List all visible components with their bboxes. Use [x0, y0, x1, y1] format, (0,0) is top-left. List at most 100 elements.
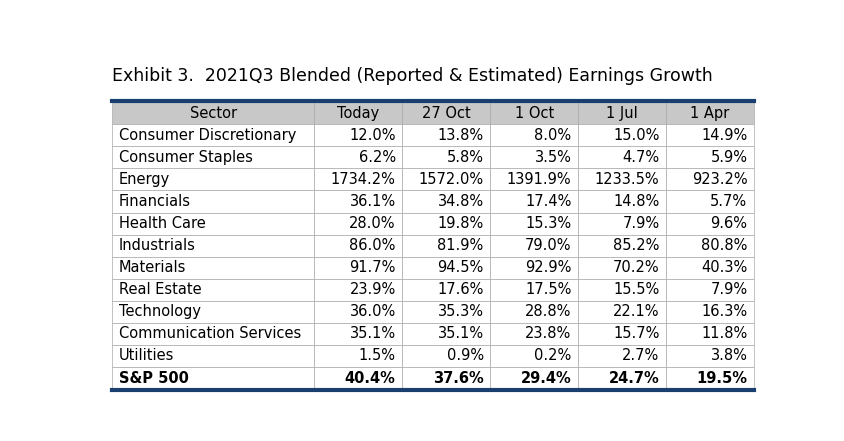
Text: 3.5%: 3.5% [534, 150, 571, 165]
Bar [577, 301, 665, 323]
Bar [490, 235, 577, 257]
Bar [490, 191, 577, 213]
Text: 94.5%: 94.5% [437, 260, 483, 275]
Text: Consumer Discretionary: Consumer Discretionary [118, 128, 295, 143]
Text: 0.2%: 0.2% [533, 348, 571, 363]
Bar [490, 102, 577, 124]
Bar [402, 301, 490, 323]
Bar [577, 191, 665, 213]
Text: 7.9%: 7.9% [710, 282, 747, 297]
Text: 81.9%: 81.9% [437, 238, 483, 253]
Bar [314, 301, 402, 323]
Text: 79.0%: 79.0% [524, 238, 571, 253]
Text: 3.8%: 3.8% [710, 348, 747, 363]
Bar [112, 279, 314, 301]
Text: 1572.0%: 1572.0% [418, 172, 483, 187]
Text: 15.3%: 15.3% [525, 216, 571, 231]
Bar [665, 345, 753, 367]
Bar [112, 191, 314, 213]
Text: 35.3%: 35.3% [437, 304, 483, 319]
Text: Communication Services: Communication Services [118, 326, 300, 341]
Bar [490, 213, 577, 235]
Bar [112, 257, 314, 279]
Bar [490, 124, 577, 146]
Text: 92.9%: 92.9% [525, 260, 571, 275]
Text: 85.2%: 85.2% [613, 238, 658, 253]
Bar [665, 146, 753, 168]
Bar [314, 146, 402, 168]
Text: Technology: Technology [118, 304, 201, 319]
Bar [314, 213, 402, 235]
Text: 1.5%: 1.5% [359, 348, 395, 363]
Bar [577, 146, 665, 168]
Text: 5.9%: 5.9% [710, 150, 747, 165]
Text: 923.2%: 923.2% [691, 172, 747, 187]
Bar [402, 124, 490, 146]
Bar [665, 124, 753, 146]
Bar [314, 124, 402, 146]
Bar [112, 323, 314, 345]
Bar [490, 301, 577, 323]
Text: 19.5%: 19.5% [695, 370, 747, 385]
Bar [665, 279, 753, 301]
Bar [112, 345, 314, 367]
Text: 12.0%: 12.0% [349, 128, 395, 143]
Bar [665, 191, 753, 213]
Bar [577, 168, 665, 191]
Text: 37.6%: 37.6% [432, 370, 483, 385]
Bar [490, 168, 577, 191]
Bar [314, 323, 402, 345]
Bar [402, 168, 490, 191]
Text: 36.1%: 36.1% [349, 194, 395, 209]
Text: 1 Jul: 1 Jul [605, 106, 637, 121]
Bar [577, 102, 665, 124]
Bar [577, 367, 665, 389]
Text: 24.7%: 24.7% [608, 370, 658, 385]
Text: 5.8%: 5.8% [446, 150, 483, 165]
Text: 15.5%: 15.5% [613, 282, 658, 297]
Text: 80.8%: 80.8% [701, 238, 747, 253]
Text: 1391.9%: 1391.9% [506, 172, 571, 187]
Text: 36.0%: 36.0% [349, 304, 395, 319]
Text: Real Estate: Real Estate [118, 282, 201, 297]
Bar [665, 301, 753, 323]
Bar [490, 257, 577, 279]
Text: Energy: Energy [118, 172, 170, 187]
Bar [402, 367, 490, 389]
Text: 28.8%: 28.8% [525, 304, 571, 319]
Bar [112, 301, 314, 323]
Text: Health Care: Health Care [118, 216, 205, 231]
Text: 8.0%: 8.0% [533, 128, 571, 143]
Text: 9.6%: 9.6% [710, 216, 747, 231]
Text: S&P 500: S&P 500 [118, 370, 188, 385]
Text: Consumer Staples: Consumer Staples [118, 150, 252, 165]
Text: 13.8%: 13.8% [437, 128, 483, 143]
Bar [314, 102, 402, 124]
Bar [577, 323, 665, 345]
Bar [490, 367, 577, 389]
Bar [402, 146, 490, 168]
Bar [577, 257, 665, 279]
Text: 23.8%: 23.8% [525, 326, 571, 341]
Text: Industrials: Industrials [118, 238, 195, 253]
Bar [402, 235, 490, 257]
Bar [577, 213, 665, 235]
Bar [112, 367, 314, 389]
Bar [490, 345, 577, 367]
Bar [112, 146, 314, 168]
Bar [112, 235, 314, 257]
Bar [665, 367, 753, 389]
Bar [490, 323, 577, 345]
Text: 0.9%: 0.9% [446, 348, 483, 363]
Bar [402, 257, 490, 279]
Bar [314, 279, 402, 301]
Text: 16.3%: 16.3% [701, 304, 747, 319]
Text: 40.3%: 40.3% [701, 260, 747, 275]
Bar [402, 279, 490, 301]
Bar [314, 257, 402, 279]
Text: 15.7%: 15.7% [613, 326, 658, 341]
Bar [402, 213, 490, 235]
Text: 5.7%: 5.7% [710, 194, 747, 209]
Text: Financials: Financials [118, 194, 191, 209]
Bar [577, 345, 665, 367]
